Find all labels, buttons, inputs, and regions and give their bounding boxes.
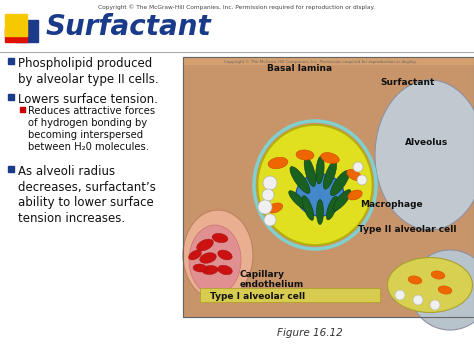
Bar [8,58,14,64]
Text: Reduces attractive forces
of hydrogen bonding by
becoming interspersed
between H: Reduces attractive forces of hydrogen bo… [28,106,155,152]
Ellipse shape [317,200,323,224]
Ellipse shape [296,174,344,216]
Text: As alveoli radius
decreases, surfactant’s
ability to lower surface
tension incre: As alveoli radius decreases, surfactant’… [18,165,156,224]
Ellipse shape [218,250,232,260]
Text: Type II alveolar cell: Type II alveolar cell [358,225,456,234]
Circle shape [395,290,405,300]
Circle shape [262,189,274,201]
Bar [5,14,27,36]
Ellipse shape [316,156,324,184]
Ellipse shape [346,169,361,181]
Circle shape [353,162,363,172]
Bar [183,57,474,317]
Bar [8,166,14,172]
Ellipse shape [189,225,241,295]
Ellipse shape [330,170,349,196]
Ellipse shape [304,158,316,186]
Ellipse shape [257,125,373,245]
Text: Macrophage: Macrophage [360,200,423,209]
Bar [20,107,25,112]
Text: Capillary
endothelium: Capillary endothelium [240,270,304,289]
Ellipse shape [388,257,473,312]
Ellipse shape [268,157,288,169]
Ellipse shape [321,153,339,163]
Text: Surfactant: Surfactant [380,78,434,87]
Ellipse shape [218,265,232,275]
FancyBboxPatch shape [183,57,474,65]
Ellipse shape [290,166,310,193]
Ellipse shape [197,239,213,251]
Ellipse shape [193,264,207,272]
Text: Figure 16.12: Figure 16.12 [277,328,343,338]
Text: Copyright © The McGraw-Hill Companies, Inc. Permission required for reproduction: Copyright © The McGraw-Hill Companies, I… [99,4,375,10]
Bar [5,28,27,42]
Ellipse shape [323,161,337,189]
Circle shape [430,300,440,310]
Text: Surfactant: Surfactant [46,13,212,41]
Text: Lowers surface tension.: Lowers surface tension. [18,93,158,106]
Circle shape [413,295,423,305]
Text: Phospholipid produced
by alveolar type II cells.: Phospholipid produced by alveolar type I… [18,57,159,86]
Bar [16,20,38,42]
Ellipse shape [408,276,422,284]
Ellipse shape [202,266,218,274]
Ellipse shape [267,203,283,213]
Circle shape [263,176,277,190]
Ellipse shape [333,190,351,211]
FancyBboxPatch shape [200,288,380,302]
Ellipse shape [410,250,474,330]
Ellipse shape [183,210,253,300]
Text: Alveolus: Alveolus [405,138,448,147]
Circle shape [357,175,367,185]
Ellipse shape [326,196,337,220]
Ellipse shape [375,80,474,230]
Text: Copyright © The McGraw-Hill Companies, Inc. Permission required for reproduction: Copyright © The McGraw-Hill Companies, I… [224,60,416,64]
Bar [8,94,14,100]
Text: Basal lamina: Basal lamina [267,64,333,73]
Ellipse shape [212,233,228,243]
Ellipse shape [348,190,362,200]
Circle shape [258,200,272,214]
Ellipse shape [302,196,314,220]
Ellipse shape [431,271,445,279]
Bar [183,57,474,317]
Text: Type I alveolar cell: Type I alveolar cell [210,292,305,301]
Ellipse shape [289,191,307,209]
Ellipse shape [200,253,216,263]
Ellipse shape [189,250,201,260]
Ellipse shape [296,150,314,160]
Ellipse shape [438,286,452,294]
Circle shape [264,214,276,226]
